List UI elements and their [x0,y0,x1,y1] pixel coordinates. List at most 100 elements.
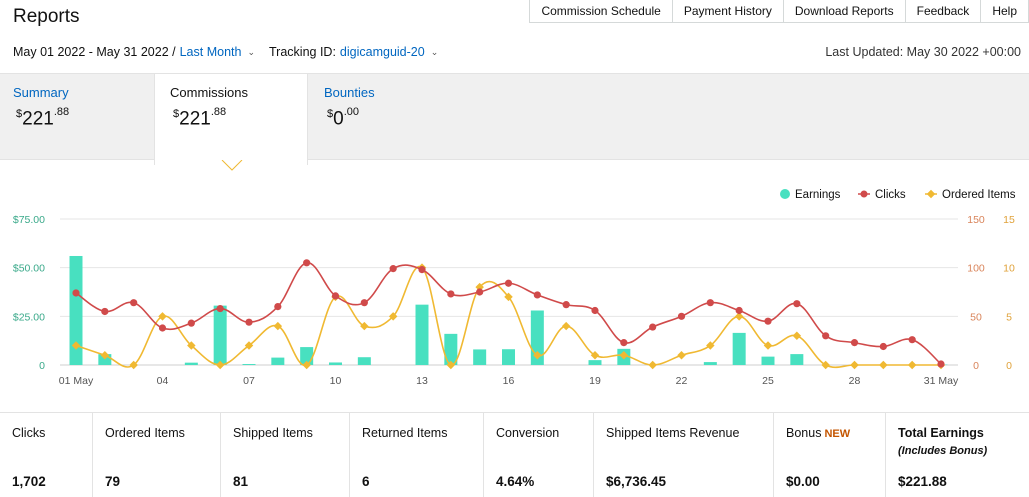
earnings-bar [242,364,256,365]
metric-value: $221.88 [898,474,947,489]
clicks-axis-tick-label: 100 [967,263,985,275]
clicks-point [879,342,887,351]
metric-shipped-items-revenue: Shipped Items Revenue $6,736.45 [594,413,774,497]
clicks-point [187,319,195,327]
ordered-items-point [561,321,571,331]
earnings-bar [732,332,746,365]
tracking-id-label: Tracking ID: [269,45,336,59]
items-axis-tick-label: 10 [1003,263,1015,275]
ordered-items-point [504,292,513,302]
clicks-point [245,318,253,326]
ordered-items-point [273,321,283,331]
feedback-link[interactable]: Feedback [904,0,982,23]
payment-history-link[interactable]: Payment History [671,0,784,23]
help-link[interactable]: Help [980,0,1029,23]
clicks-point [591,306,599,315]
earnings-bar [357,357,371,365]
ordered-items-point [388,312,398,321]
metric-conversion: Conversion 4.64% [484,413,594,497]
download-reports-link[interactable]: Download Reports [782,0,906,23]
clicks-point [533,291,541,299]
y-axis-tick-label: 0 [39,360,45,372]
chevron-down-icon[interactable]: ⌄ [247,46,255,57]
tab-commissions-value: $221.88 [173,106,227,130]
ordered-items-point [763,341,773,350]
tracking-id-dropdown[interactable]: digicamguid-20 [339,45,425,59]
tab-bounties[interactable]: Bounties $0.00 [324,74,454,161]
metric-value: $0.00 [786,474,820,489]
clicks-point [908,336,916,344]
tab-summary[interactable]: Summary $221.88 [13,74,143,161]
ordered-items-point [71,341,81,350]
ordered-items-point [187,341,196,350]
ordered-items-point [446,360,456,370]
chevron-down-icon[interactable]: ⌄ [430,46,439,57]
commission-schedule-link[interactable]: Commission Schedule [529,0,673,23]
ordered-items-point [100,351,110,360]
summary-tabs: Summary $221.88 Commissions $221.88 Boun… [0,73,1029,165]
ordered-items-point [850,360,859,370]
ordered-items-point [533,351,542,360]
clicks-point [331,292,340,300]
report-filters: May 01 2022 - May 31 2022 / Last Month ⌄… [13,45,452,59]
ordered-items-point [879,360,888,370]
x-axis-tick-label: 13 [416,375,428,387]
metric-sublabel: (Includes Bonus) [898,445,988,457]
ordered-items-point [215,360,225,370]
clicks-point [620,339,628,347]
commissions-chart: $75.00 150 15$50.00 100 10$25.00 50 50 0 001 May… [13,189,1016,387]
clicks-point [677,312,686,320]
clicks-point [937,360,945,368]
clicks-point [447,290,455,298]
metrics-bar: Clicks 1,702 Ordered Items 79 Shipped It… [0,412,1029,497]
date-range-dropdown[interactable]: Last Month [179,45,242,59]
metric-value: 81 [233,474,249,489]
date-range-text: May 01 2022 - May 31 2022 / [13,45,176,59]
earnings-bar [271,357,285,365]
clicks-point [706,299,714,307]
ordered-items-point [158,312,167,321]
x-axis-tick-label: 04 [157,375,169,387]
clicks-point [303,259,311,267]
ordered-items-point [590,351,600,360]
metric-value: 6 [362,474,370,489]
clicks-point [476,288,484,296]
metric-total-earnings: Total Earnings (Includes Bonus) $221.88 [886,413,1029,497]
ordered-items-point [360,321,369,331]
earnings-bar [415,304,429,365]
earnings-bar [69,255,83,365]
metric-value: 79 [105,474,121,489]
legend-clicks-marker [860,190,868,198]
y-axis-tick-label: $25.00 [13,311,45,323]
tab-bounties-value: $0.00 [327,106,359,130]
x-axis-tick-label: 16 [503,375,515,387]
tab-summary-label: Summary [13,85,69,100]
clicks-point [101,307,109,316]
clicks-point [130,299,138,307]
y-axis-tick-label: $75.00 [13,214,45,226]
clicks-point [418,266,426,274]
top-navigation: Commission Schedule Payment History Down… [529,0,1029,23]
earnings-bar [444,333,458,365]
tab-commissions[interactable]: Commissions $221.88 [154,74,308,165]
clicks-point [764,317,772,325]
legend-earnings-label: Earnings [795,189,841,201]
metric-label: Ordered Items [105,426,185,440]
metric-value: $6,736.45 [606,474,667,489]
ordered-items-point [302,360,311,370]
clicks-point [274,303,282,311]
items-axis-tick-label: 5 [1006,311,1012,323]
earnings-bar [213,305,227,365]
clicks-point [649,323,657,331]
metric-label: Bonus NEW [786,426,851,440]
items-axis-tick-label: 15 [1003,214,1015,226]
earnings-bar [329,362,342,365]
earnings-bar [184,362,198,365]
clicks-point [389,265,397,273]
tab-commissions-label: Commissions [170,85,249,100]
earnings-bar [98,354,112,365]
metric-label: Returned Items [362,426,448,440]
tab-summary-value: $221.88 [16,106,70,130]
ordered-items-point [907,360,917,370]
x-axis-tick-label: 31 May [924,375,959,387]
